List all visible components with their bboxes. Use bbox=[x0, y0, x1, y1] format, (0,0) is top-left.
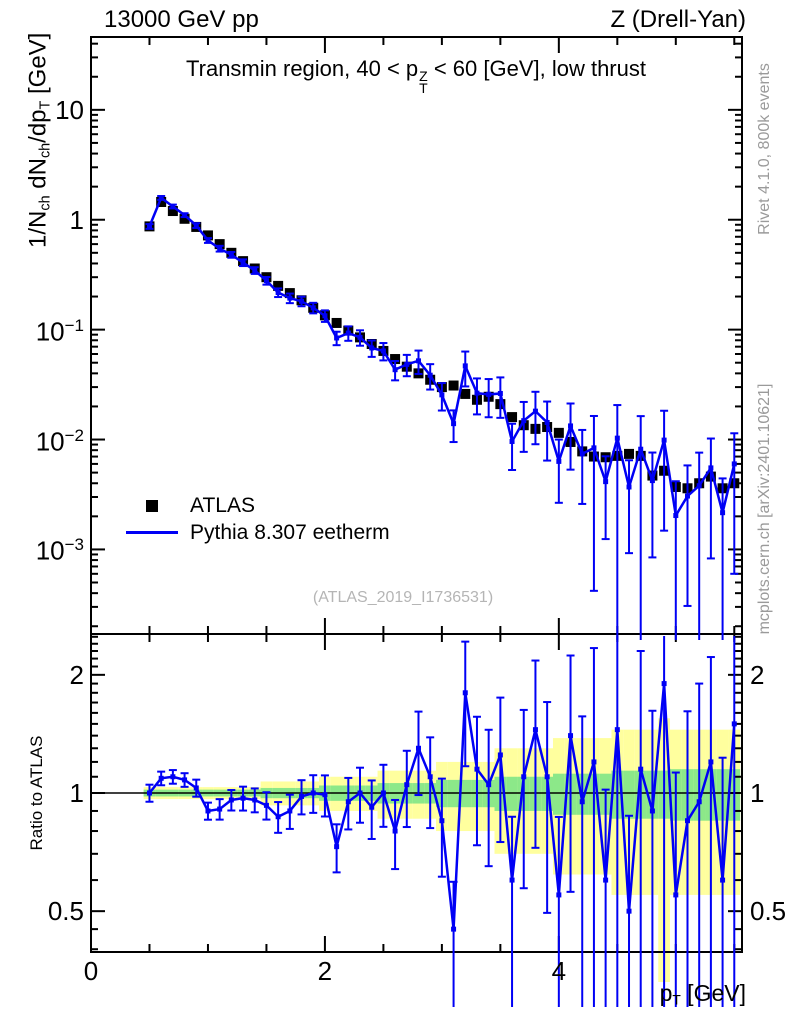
main-y-axis-label: 1/Nch dNch/dpT [GeV] bbox=[24, 32, 54, 248]
y-axis-tick-label: 1 bbox=[69, 204, 84, 235]
legend-item-pythia: Pythia 8.307 eetherm bbox=[122, 519, 390, 546]
ratio-right-tick-label: 2 bbox=[750, 659, 765, 690]
legend-label-pythia: Pythia 8.307 eetherm bbox=[190, 520, 390, 544]
ratio-left-tick-label: 0.5 bbox=[47, 896, 84, 927]
mcplots-reference-label: mcplots.cern.ch [arXiv:2401.10621] bbox=[756, 383, 773, 635]
ratio-y-axis-label: Ratio to ATLAS bbox=[27, 735, 46, 851]
legend-item-atlas: ATLAS bbox=[122, 492, 390, 519]
beam-energy-label: 13000 GeV pp bbox=[104, 6, 259, 33]
pythia-line-marker-icon bbox=[122, 521, 182, 545]
process-label: Z (Drell-Yan) bbox=[610, 6, 746, 33]
y-axis-tick-label: 10−1 bbox=[35, 315, 84, 347]
ratio-right-tick-label: 0.5 bbox=[750, 896, 786, 927]
legend-label-atlas: ATLAS bbox=[190, 493, 255, 517]
ratio-left-tick-label: 1 bbox=[69, 778, 84, 808]
rivet-version-label: Rivet 4.1.0, 800k events bbox=[756, 63, 773, 235]
plot-title-prefix: Transmin region, 40 < p bbox=[186, 56, 419, 81]
ratio-right-tick-label: 1 bbox=[750, 778, 765, 808]
atlas-square-marker-icon bbox=[122, 494, 182, 518]
plot-title-sup: Z bbox=[419, 67, 428, 84]
watermark: (ATLAS_2019_I1736531) bbox=[312, 589, 494, 606]
x-axis-tick-label: 0 bbox=[83, 956, 99, 986]
y-axis-tick-label: 10 bbox=[55, 94, 84, 125]
plot-title-sub: T bbox=[419, 79, 428, 96]
x-axis-label: pT [GeV] bbox=[659, 980, 746, 1008]
plot-title-suffix: < 60 [GeV], low thrust bbox=[427, 56, 646, 81]
y-axis-tick-label: 10−2 bbox=[35, 425, 84, 457]
legend: ATLAS Pythia 8.307 eetherm bbox=[122, 492, 390, 546]
ratio-left-tick-label: 2 bbox=[69, 659, 84, 690]
x-axis-tick-label: 4 bbox=[551, 956, 567, 986]
y-axis-tick-label: 10−3 bbox=[35, 535, 84, 567]
x-axis-tick-label: 2 bbox=[317, 956, 333, 986]
